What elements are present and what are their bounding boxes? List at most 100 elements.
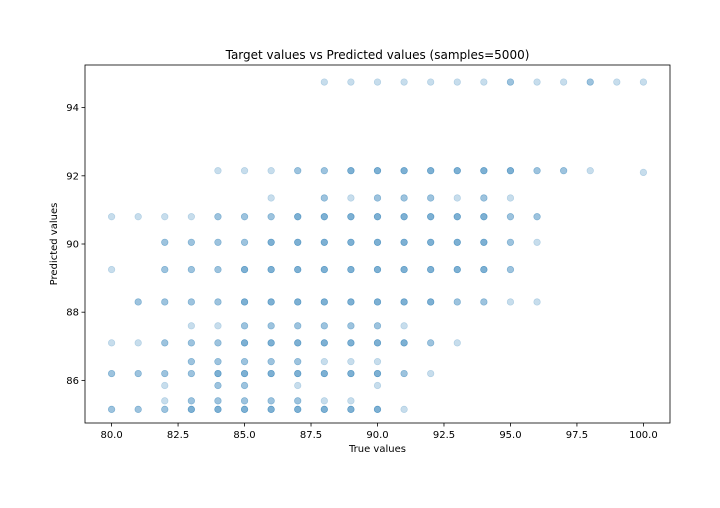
data-point <box>294 397 302 405</box>
data-point <box>480 194 488 202</box>
data-point <box>347 78 355 86</box>
data-point <box>267 213 275 221</box>
data-point <box>400 339 408 347</box>
data-point <box>373 322 382 330</box>
data-point <box>373 369 382 378</box>
data-point <box>240 339 249 347</box>
data-point <box>373 78 382 86</box>
data-point <box>294 339 302 347</box>
data-point <box>373 339 382 347</box>
data-point <box>320 213 328 221</box>
data-point <box>427 298 435 306</box>
data-point <box>134 298 142 306</box>
data-point <box>347 167 355 175</box>
data-point <box>347 265 355 274</box>
data-point <box>240 369 249 378</box>
data-point <box>294 397 302 405</box>
data-point <box>400 213 408 221</box>
data-point <box>214 322 222 330</box>
data-point <box>427 298 435 306</box>
data-point <box>320 369 328 378</box>
data-point <box>453 213 461 221</box>
x-tick-label: 82.5 <box>167 430 189 441</box>
data-point <box>267 369 275 378</box>
data-point <box>533 213 541 221</box>
data-point <box>320 369 328 378</box>
data-point <box>161 397 169 405</box>
data-point <box>506 167 515 175</box>
data-point <box>267 405 275 413</box>
data-point <box>294 213 302 221</box>
data-point <box>533 238 541 246</box>
data-point <box>294 213 302 221</box>
data-point <box>400 369 408 378</box>
data-point <box>294 381 302 390</box>
data-point <box>294 339 302 347</box>
data-point <box>533 78 541 86</box>
x-axis-ticks: 80.0 82.5 85.0 87.5 90.0 92.5 95.0 97.5 100.0 <box>100 423 658 441</box>
data-point <box>214 369 222 378</box>
data-point <box>107 405 116 413</box>
data-point <box>347 298 355 306</box>
data-point <box>240 322 249 330</box>
data-point <box>134 213 142 221</box>
data-point <box>214 381 222 390</box>
data-point <box>506 78 515 86</box>
data-point <box>267 265 275 274</box>
data-point <box>214 298 222 306</box>
data-point <box>240 339 249 347</box>
data-point <box>400 298 408 306</box>
data-point <box>294 298 302 306</box>
data-point <box>107 213 116 221</box>
data-point <box>373 194 382 202</box>
data-point <box>240 213 249 221</box>
data-point <box>134 339 142 347</box>
data-point <box>240 298 249 306</box>
data-point <box>294 265 302 274</box>
data-point <box>187 265 195 274</box>
data-point <box>347 265 355 274</box>
data-point <box>480 238 488 246</box>
x-tick-label: 80.0 <box>100 430 122 441</box>
data-point <box>294 358 302 366</box>
data-point <box>294 167 302 175</box>
data-point <box>240 358 249 366</box>
data-point <box>320 238 328 246</box>
data-point <box>347 369 355 378</box>
data-point <box>506 238 515 246</box>
data-point <box>187 265 195 274</box>
data-point <box>240 298 249 306</box>
data-point <box>240 369 249 378</box>
data-point <box>320 265 328 274</box>
data-point <box>400 238 408 246</box>
data-point <box>373 298 382 306</box>
data-point <box>214 358 222 366</box>
data-point <box>480 167 488 175</box>
y-axis-label: Predicted values <box>49 203 60 286</box>
data-point <box>347 339 355 347</box>
data-point <box>161 381 169 390</box>
data-point <box>267 298 275 306</box>
data-point <box>453 238 461 246</box>
data-point <box>320 369 328 378</box>
data-point <box>320 167 328 175</box>
data-point <box>161 238 169 246</box>
data-point <box>161 213 169 221</box>
data-point <box>453 167 461 175</box>
data-point <box>134 369 142 378</box>
data-point <box>320 405 328 413</box>
data-point <box>107 369 116 378</box>
data-point <box>267 339 275 347</box>
data-point <box>320 265 328 274</box>
data-point <box>453 167 461 175</box>
data-point <box>187 397 195 405</box>
data-point <box>320 358 328 366</box>
data-point <box>400 167 408 175</box>
data-point <box>240 265 249 274</box>
y-axis-ticks: 86 88 90 92 94 <box>66 103 85 387</box>
data-point <box>427 167 435 175</box>
data-point <box>347 213 355 221</box>
data-point <box>134 298 142 306</box>
data-point <box>240 265 249 274</box>
data-point <box>294 369 302 378</box>
